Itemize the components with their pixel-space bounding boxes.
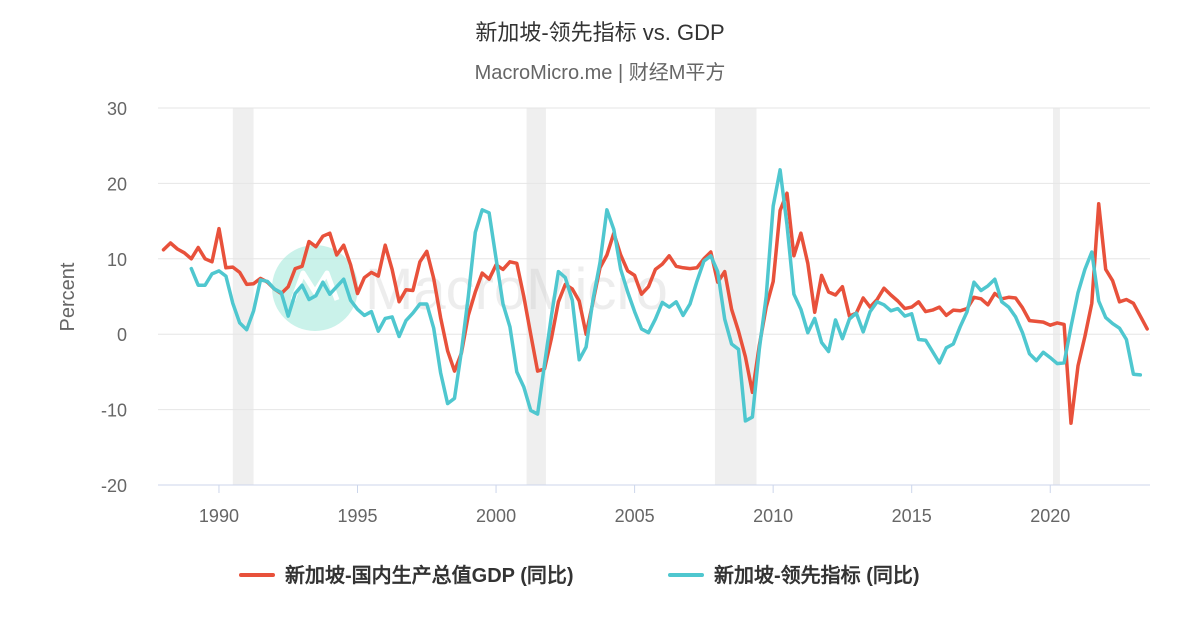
legend-item-label[interactable]: 新加坡-领先指标 (同比) [714,563,920,587]
x-axis-ticks: 1990 1995 2000 2005 2010 2015 2020 [199,485,1070,526]
y-axis-label: Percent [57,262,79,331]
chart-title: 新加坡-领先指标 vs. GDP [475,20,724,45]
series-lines [161,168,1149,425]
x-tick-label: 1995 [337,506,377,526]
recession-band [232,108,254,485]
y-tick-label: 20 [107,174,127,194]
recession-band [1053,108,1060,485]
series-line-2 [189,168,1143,423]
series-line-1 [161,191,1149,425]
x-tick-label: 2000 [476,506,516,526]
legend: 新加坡-国内生产总值GDP (同比) 新加坡-领先指标 (同比) [239,563,920,587]
x-tick-label: 2005 [615,506,655,526]
x-tick-label: 2020 [1030,506,1070,526]
y-tick-label: -20 [101,476,127,496]
y-axis-ticks: 30 20 10 0 -10 -20 [101,99,127,496]
legend-item-label[interactable]: 新加坡-国内生产总值GDP (同比) [285,563,574,587]
y-tick-label: 30 [107,99,127,119]
watermark-m-icon [290,270,340,301]
y-tick-label: 0 [117,325,127,345]
y-tick-label: -10 [101,401,127,421]
chart-subtitle: MacroMicro.me | 财经M平方 [475,61,726,84]
y-tick-label: 10 [107,250,127,270]
x-tick-label: 1990 [199,506,239,526]
x-tick-label: 2015 [892,506,932,526]
x-tick-label: 2010 [753,506,793,526]
